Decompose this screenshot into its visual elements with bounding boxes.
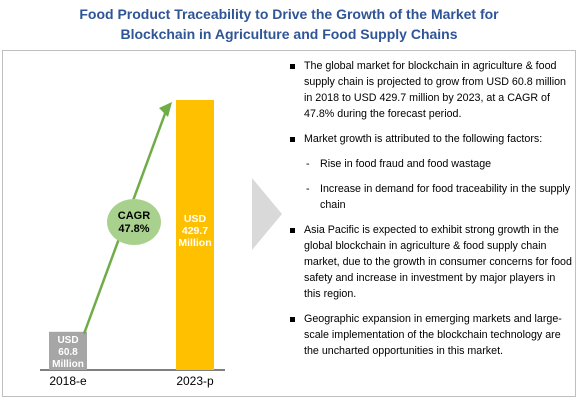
bullet-list: The global market for blockchain in agri… [288,58,572,368]
bullet-item: The global market for blockchain in agri… [288,58,572,122]
bullet-square-icon [290,317,295,322]
bar-2023-p [176,100,214,370]
bullet-text: The global market for blockchain in agri… [304,60,566,120]
bullet-item: Geographic expansion in emerging markets… [288,311,572,359]
dash-bullet-icon: - [306,183,310,195]
bullet-item: Market growth is attributed to the follo… [288,131,572,147]
bar-data-label: USD [57,335,78,346]
content-frame [2,50,576,397]
bullet-text: Rise in food fraud and food wastage [320,158,492,170]
bar-data-label: 429.7 [182,225,208,237]
bar-data-label: USD [184,213,207,225]
x-tick-label: 2023-p [176,374,214,388]
page-title: Food Product Traceability to Drive the G… [0,4,578,44]
bullet-square-icon [290,228,295,233]
bullet-text: Increase in demand for food traceability… [320,183,571,211]
sub-bullet-item: - Rise in food fraud and food wastage [288,156,572,172]
bar-2018-e [49,331,87,370]
bar-data-label: 60.8 [58,347,78,358]
bullet-square-icon [290,137,295,142]
dash-bullet-icon: - [306,158,310,170]
cagr-bubble [107,199,161,245]
bullet-text: Asia Pacific is expected to exhibit stro… [304,224,572,300]
bullet-square-icon [290,64,295,69]
title-line-2: Blockchain in Agriculture and Food Suppl… [120,26,458,42]
bullet-text: Geographic expansion in emerging markets… [304,313,562,357]
bullet-text: Market growth is attributed to the follo… [304,133,543,145]
arrow-head-icon [159,102,172,117]
title-line-1: Food Product Traceability to Drive the G… [79,6,499,22]
sub-bullet-item: - Increase in demand for food traceabilit… [288,181,572,213]
x-tick-label: 2018-e [49,374,87,388]
bullet-item: Asia Pacific is expected to exhibit stro… [288,222,572,302]
cagr-label: CAGR [118,210,150,222]
chevron-right-icon [252,178,282,250]
bar-data-label: Million [178,237,211,249]
bar-data-label: Million [52,359,84,370]
cagr-value: 47.8% [118,223,149,235]
